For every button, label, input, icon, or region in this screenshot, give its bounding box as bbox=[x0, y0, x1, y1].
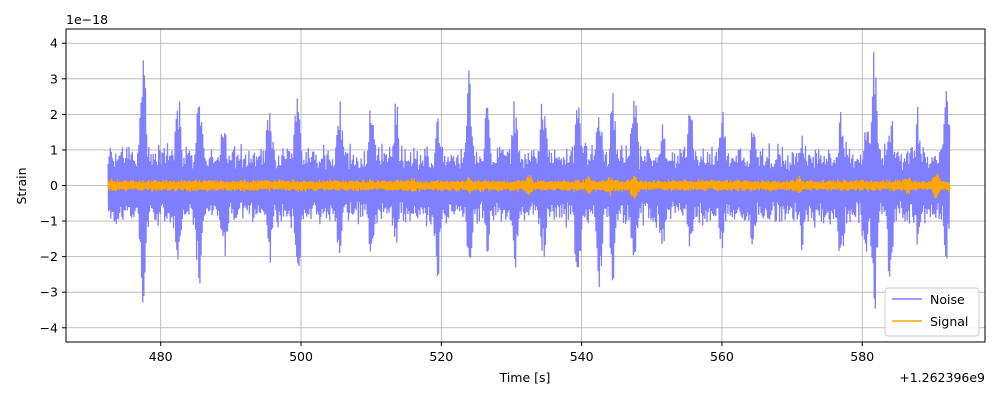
legend-signal-label: Signal bbox=[930, 314, 968, 329]
y-tick-label: −1 bbox=[40, 214, 58, 229]
y-axis-label: Strain bbox=[14, 167, 29, 204]
x-tick-label: 540 bbox=[570, 349, 594, 364]
legend: Noise Signal bbox=[884, 287, 980, 337]
y-tick-label: −3 bbox=[40, 285, 58, 300]
x-axis-label: Time [s] bbox=[499, 370, 551, 385]
signal-series-line bbox=[107, 173, 951, 200]
x-tick-label: 560 bbox=[710, 349, 734, 364]
x-axis-ticks: 480 500 520 540 560 580 bbox=[149, 342, 874, 364]
y-tick-label: 2 bbox=[50, 107, 58, 122]
y-tick-label: 3 bbox=[50, 71, 58, 86]
y-tick-label: 4 bbox=[50, 36, 58, 51]
x-tick-label: 580 bbox=[850, 349, 874, 364]
y-tick-label: 1 bbox=[50, 142, 58, 157]
noise-series-line bbox=[107, 52, 951, 309]
x-tick-label: 500 bbox=[289, 349, 313, 364]
plot-area bbox=[107, 52, 951, 309]
x-offset-label: +1.262396e9 bbox=[899, 370, 985, 385]
legend-noise-label: Noise bbox=[930, 292, 965, 307]
y-tick-label: 0 bbox=[50, 178, 58, 193]
y-axis-ticks: −4 −3 −2 −1 0 1 2 3 4 bbox=[40, 36, 66, 335]
legend-box bbox=[884, 287, 980, 337]
x-tick-label: 520 bbox=[429, 349, 453, 364]
y-tick-label: −2 bbox=[40, 249, 58, 264]
x-tick-label: 480 bbox=[149, 349, 173, 364]
y-scale-label: 1e−18 bbox=[66, 12, 108, 27]
y-tick-label: −4 bbox=[40, 320, 58, 335]
